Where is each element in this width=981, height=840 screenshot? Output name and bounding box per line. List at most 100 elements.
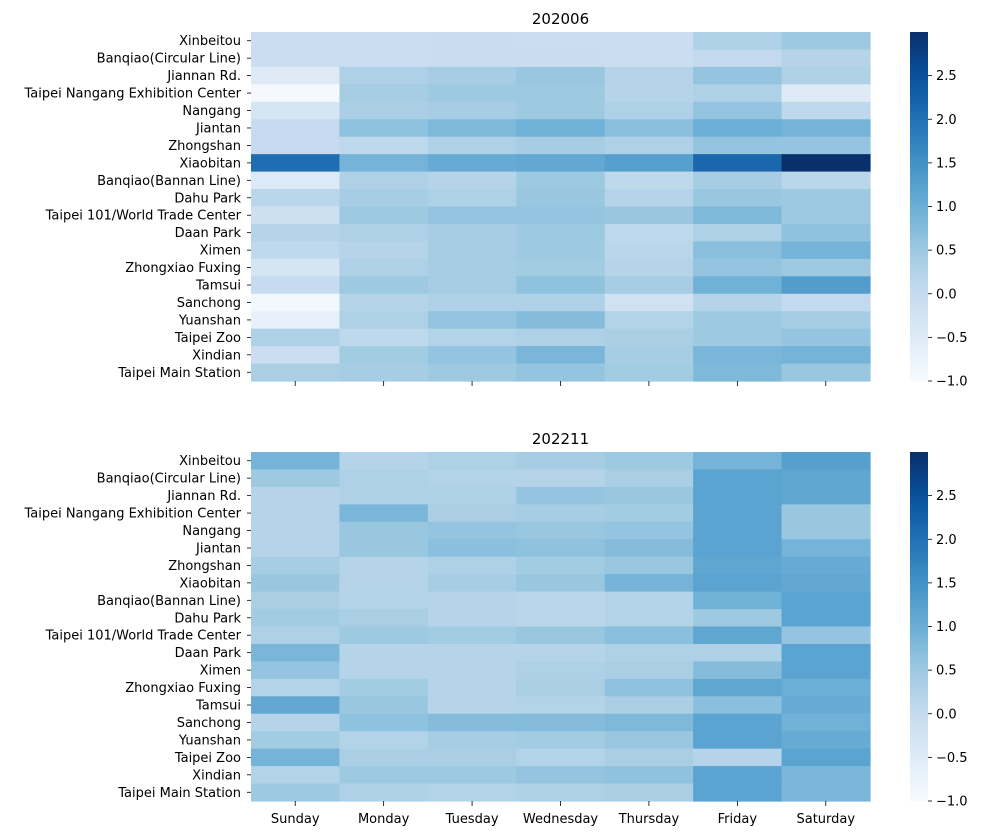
heatmap-cell: [251, 696, 341, 715]
heatmap-cell: [604, 171, 694, 190]
y-tick-label: Yuanshan: [178, 313, 241, 328]
heatmap-cell: [427, 84, 517, 103]
heatmap-cell: [604, 678, 694, 697]
heatmap-cell: [516, 49, 606, 68]
y-tick-label: Daan Park: [175, 646, 242, 661]
heatmap-cell: [339, 346, 429, 365]
y-tick-label: Taipei Nangang Exhibition Center: [23, 507, 241, 522]
heatmap-cell: [693, 643, 783, 662]
heatmap-cell: [604, 609, 694, 628]
heatmap-cell: [251, 136, 341, 155]
heatmap-cell: [339, 258, 429, 277]
colorbar-tick-label: 2.5: [936, 69, 957, 84]
heatmap-cell: [251, 101, 341, 120]
heatmap-cell: [693, 766, 783, 785]
heatmap-cell: [604, 49, 694, 68]
heatmap-cell: [693, 84, 783, 103]
colorbar: [910, 32, 928, 381]
heatmap-cell: [251, 363, 341, 382]
heatmap-cell: [781, 626, 871, 645]
heatmap-cell: [693, 223, 783, 242]
y-tick-label: Sanchong: [177, 716, 241, 731]
heatmap-cell: [251, 346, 341, 365]
heatmap-cell: [516, 276, 606, 295]
heatmap-cell: [251, 783, 341, 802]
y-tick-label: Jiannan Rd.: [166, 489, 241, 504]
heatmap-cell: [427, 258, 517, 277]
heatmap-cell: [604, 241, 694, 260]
heatmap-cell: [516, 766, 606, 785]
heatmap-cell: [781, 766, 871, 785]
heatmap-cell: [781, 504, 871, 523]
heatmap-cell: [427, 609, 517, 628]
heatmap-cell: [427, 783, 517, 802]
heatmap-cell: [339, 452, 429, 471]
chart-title: 202211: [532, 430, 589, 448]
heatmap-cell: [427, 346, 517, 365]
heatmap-cell: [427, 731, 517, 750]
heatmap-cell: [693, 101, 783, 120]
heatmap-cell: [427, 452, 517, 471]
heatmap-cell: [516, 66, 606, 85]
heatmap-cell: [339, 66, 429, 85]
heatmap-cell: [251, 119, 341, 138]
heatmap-cell: [427, 49, 517, 68]
heatmap-cell: [693, 539, 783, 558]
heatmap-cell: [781, 363, 871, 382]
heatmap-cell: [516, 363, 606, 382]
heatmap-cell: [693, 311, 783, 330]
heatmap-panel-202006: 202006 Xinbeitou Banqiao(Circular Line) Jia…: [23, 10, 967, 390]
heatmap-cell: [427, 101, 517, 120]
colorbar-tick-label: 1.5: [936, 156, 957, 171]
heatmap-cell: [339, 119, 429, 138]
heatmap-cell: [339, 748, 429, 767]
heatmap-cell: [781, 731, 871, 750]
heatmap-cell: [604, 783, 694, 802]
heatmap-cell: [693, 678, 783, 697]
heatmap-cell: [516, 328, 606, 347]
heatmap-cell: [781, 311, 871, 330]
y-tick-label: Taipei Zoo: [174, 751, 241, 766]
heatmap-cell: [516, 591, 606, 610]
heatmap-cell: [427, 293, 517, 312]
heatmap-cell: [339, 556, 429, 575]
heatmap-cell: [339, 661, 429, 680]
heatmap-cell: [604, 101, 694, 120]
heatmap-cell: [516, 609, 606, 628]
colorbar-tick-label: −0.5: [936, 751, 968, 766]
y-tick-label: Ximen: [200, 664, 241, 679]
y-tick-label: Banqiao(Bannan Line): [97, 594, 241, 609]
heatmap-cell: [781, 521, 871, 540]
colorbar-tick-label: 1.0: [936, 200, 957, 215]
heatmap-cell: [693, 119, 783, 138]
heatmap-cell: [427, 154, 517, 173]
y-tick-label: Xiaobitan: [179, 576, 241, 591]
heatmap-cell: [781, 84, 871, 103]
heatmap-cell: [251, 293, 341, 312]
heatmap-cell: [516, 539, 606, 558]
heatmap-cell: [339, 591, 429, 610]
heatmap-cell: [604, 189, 694, 208]
heatmap-cell: [427, 486, 517, 505]
heatmap-cell: [339, 678, 429, 697]
y-tick-label: Jiantan: [195, 541, 241, 556]
colorbar-tick-label: 0.0: [936, 287, 957, 302]
colorbar-tick-label: 2.0: [936, 533, 957, 548]
heatmap-cell: [251, 609, 341, 628]
heatmap-cell: [604, 556, 694, 575]
colorbar-tick-label: 2.5: [936, 489, 957, 504]
heatmap-panel-202211: 202211 Xinbeitou Banqiao(Circular Line) Jia…: [23, 430, 967, 827]
heatmap-cell: [693, 591, 783, 610]
x-tick-label: Saturday: [796, 812, 855, 827]
heatmap-cell: [693, 469, 783, 488]
heatmap-cell: [604, 486, 694, 505]
heatmap-cell: [251, 154, 341, 173]
x-tick-label: Monday: [358, 812, 410, 827]
heatmap-cell: [427, 661, 517, 680]
heatmap-cell: [604, 574, 694, 593]
heatmap-cell: [339, 469, 429, 488]
heatmap-cell: [339, 49, 429, 68]
colorbar-tick-label: −0.5: [936, 331, 968, 346]
heatmap-cell: [339, 713, 429, 732]
